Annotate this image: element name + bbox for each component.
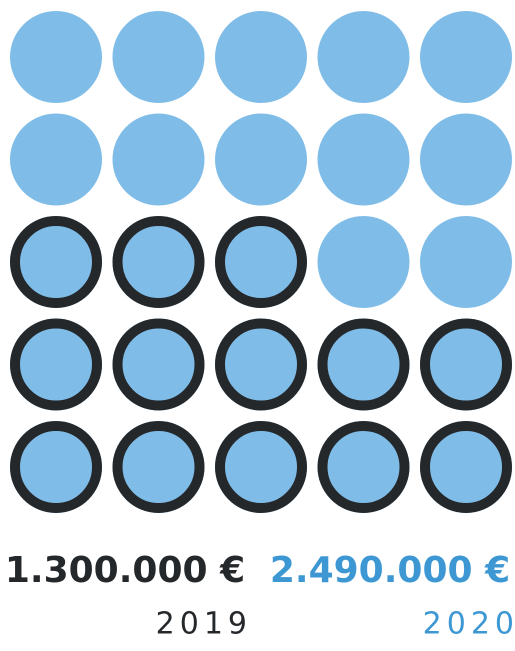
unit-ring (420, 421, 512, 513)
value-label: 1.300.000 € (5, 550, 245, 591)
unit (317, 11, 410, 103)
unit-ring (10, 421, 102, 513)
unit (317, 113, 410, 206)
unit (10, 318, 102, 411)
category-label: 2019 (156, 607, 252, 642)
unit-ring (317, 318, 410, 411)
unit (215, 216, 307, 308)
unit-ring (10, 318, 102, 411)
unit (420, 11, 512, 103)
unit-ring (215, 318, 307, 411)
unit (112, 11, 205, 103)
unit-ring (317, 421, 410, 513)
unit-ring (215, 421, 307, 513)
category-label: 2020 (423, 607, 515, 642)
value-label: 2.490.000 € (270, 550, 510, 591)
unit-ring (112, 421, 205, 513)
unit (112, 318, 205, 411)
unit-grid (10, 11, 512, 513)
unit (112, 421, 205, 513)
unit-ring (112, 216, 205, 308)
unit-ring (10, 216, 102, 308)
unit (112, 113, 205, 206)
unit (317, 318, 410, 411)
unit (10, 11, 102, 103)
unit (420, 216, 512, 308)
unit (10, 421, 102, 513)
unit (317, 216, 410, 308)
unit (10, 113, 102, 206)
unit (215, 421, 307, 513)
unit (10, 216, 102, 308)
unit (420, 318, 512, 411)
unit (420, 421, 512, 513)
unit-ring (215, 216, 307, 308)
unit (215, 11, 307, 103)
unit (215, 318, 307, 411)
unit-ring (420, 318, 512, 411)
unit-ring (112, 318, 205, 411)
unit (112, 216, 205, 308)
unit (420, 113, 512, 206)
unit (317, 421, 410, 513)
unit (215, 113, 307, 206)
